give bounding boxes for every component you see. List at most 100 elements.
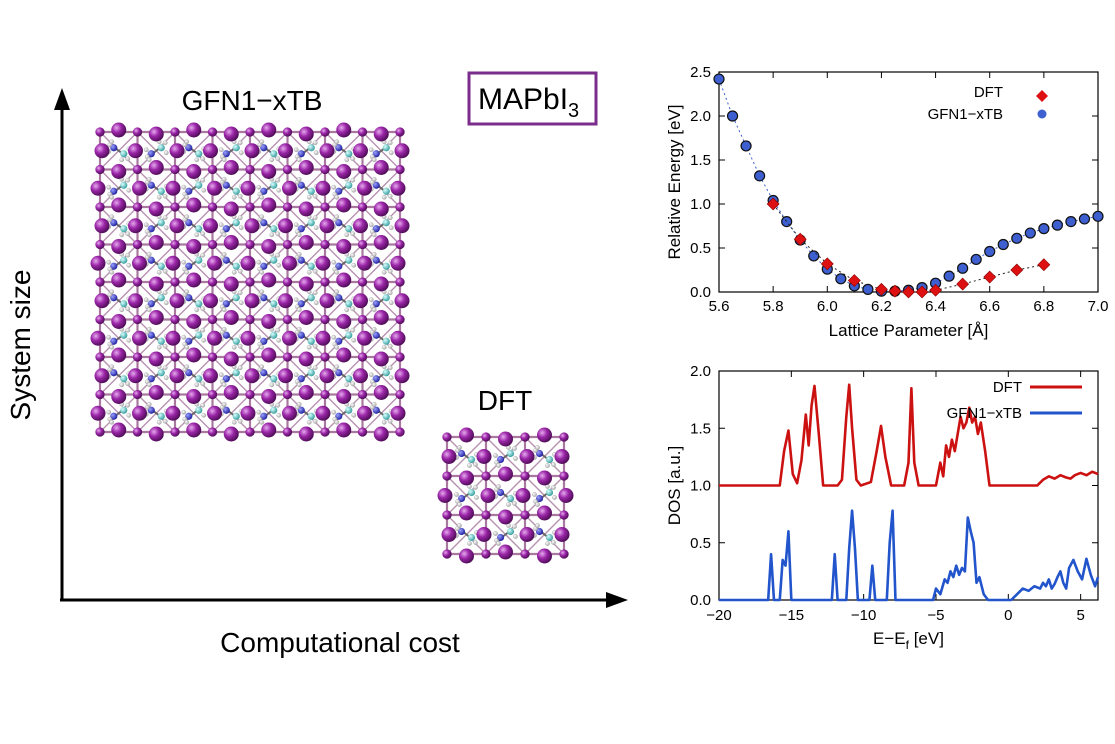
hydrogen-atom	[143, 372, 149, 378]
lead-atom	[170, 202, 180, 212]
hydrogen-atom	[119, 157, 125, 163]
hydrogen-atom	[256, 334, 262, 340]
gfn1-xtb-point	[1051, 219, 1063, 231]
iodine-atom	[261, 272, 277, 288]
methylammonium-molecule	[256, 401, 282, 425]
iodine-atom	[165, 405, 181, 421]
iodine-atom	[94, 218, 110, 234]
nitrogen-atom	[147, 181, 155, 189]
iodine-atom	[459, 505, 474, 521]
hydrogen-atom	[109, 139, 115, 145]
nitrogen-atom	[297, 256, 305, 264]
hydrogen-atom	[306, 344, 312, 350]
carbon-atom	[345, 256, 353, 264]
hydrogen-atom	[218, 297, 224, 303]
nitrogen-atom	[185, 144, 193, 152]
hydrogen-atom	[344, 157, 350, 163]
lead-atom	[207, 239, 218, 250]
carbon-atom	[270, 225, 278, 233]
lead-atom	[442, 432, 452, 442]
iodine-atom	[223, 276, 239, 292]
carbon-atom	[157, 219, 165, 227]
dos-y-tick-label: 0.5	[690, 535, 711, 552]
iodine-atom	[336, 239, 352, 254]
hydrogen-atom	[200, 156, 206, 162]
hydrogen-atom	[269, 382, 275, 388]
iodine-atom	[223, 235, 239, 250]
carbon-atom	[382, 337, 390, 345]
hydrogen-atom	[126, 412, 132, 418]
lead-atom	[245, 164, 255, 175]
hydrogen-atom	[106, 334, 112, 340]
hydrogen-atom	[163, 150, 169, 156]
hydrogen-atom	[334, 289, 340, 295]
iodine-atom	[111, 164, 127, 179]
nitrogen-atom	[222, 181, 230, 189]
lead-atom	[170, 164, 180, 175]
nitrogen-atom	[110, 144, 118, 152]
iodine-atom	[282, 180, 297, 196]
legend-label-gfn1-xtb: GFN1−xTB	[947, 405, 1022, 422]
lead-atom	[207, 202, 218, 212]
nitrogen-atom	[335, 144, 343, 152]
lead-atom	[132, 127, 143, 137]
carbon-atom	[307, 412, 315, 420]
nitrogen-atom	[185, 369, 193, 377]
iodine-atom	[373, 310, 389, 325]
iodine-atom	[90, 405, 106, 421]
lead-atom	[245, 127, 255, 137]
iodine-atom	[373, 126, 389, 142]
carbon-atom	[345, 225, 353, 233]
hydrogen-atom	[371, 232, 377, 238]
hydrogen-atom	[350, 231, 356, 237]
iodine-atom	[240, 180, 256, 196]
nitrogen-atom	[260, 219, 268, 227]
hydrogen-atom	[237, 268, 243, 274]
hydrogen-atom	[293, 147, 299, 153]
nitrogen-atom	[372, 375, 380, 383]
iodine-atom	[278, 368, 293, 384]
dos-y-tick-label: 1.5	[690, 420, 711, 437]
lead-atom	[395, 164, 405, 175]
lead-atom	[395, 277, 405, 287]
hydrogen-atom	[143, 222, 149, 228]
lead-atom	[95, 202, 105, 212]
hydrogen-atom	[125, 327, 131, 333]
lead-atom	[95, 277, 105, 287]
iodine-atom	[165, 330, 181, 346]
nitrogen-atom	[372, 256, 380, 264]
lead-atom	[442, 471, 452, 481]
hydrogen-atom	[532, 492, 537, 497]
hydrogen-atom	[474, 495, 479, 500]
dft-point	[983, 270, 997, 284]
hydrogen-atom	[457, 445, 462, 450]
iodine-atom	[244, 143, 260, 159]
methylammonium-molecule	[143, 289, 169, 313]
hydrogen-atom	[119, 307, 125, 313]
iodine-atom	[90, 330, 106, 346]
energy-x-tick-label: 6.4	[925, 298, 946, 315]
iodine-atom	[476, 527, 492, 542]
carbon-atom	[120, 406, 128, 414]
iodine-atom	[203, 218, 218, 234]
methylammonium-molecule	[293, 139, 319, 163]
lead-atom	[395, 239, 405, 250]
hydrogen-atom	[388, 375, 394, 381]
small-supercell-structure	[437, 427, 574, 564]
hydrogen-atom	[143, 297, 149, 303]
dft-point	[1010, 263, 1024, 277]
iodine-atom	[186, 422, 202, 438]
lead-atom	[245, 277, 255, 287]
hydrogen-atom	[467, 541, 472, 546]
nitrogen-atom	[185, 262, 193, 270]
iodine-atom	[132, 255, 147, 271]
hydrogen-atom	[350, 381, 356, 387]
hydrogen-atom	[552, 495, 557, 500]
iodine-atom	[336, 314, 352, 329]
nitrogen-atom	[185, 219, 193, 227]
hydrogen-atom	[306, 194, 312, 200]
gfn1-xtb-point	[1038, 223, 1050, 235]
iodine-atom	[148, 351, 164, 367]
iodine-atom	[186, 347, 202, 363]
lead-atom	[520, 510, 530, 520]
